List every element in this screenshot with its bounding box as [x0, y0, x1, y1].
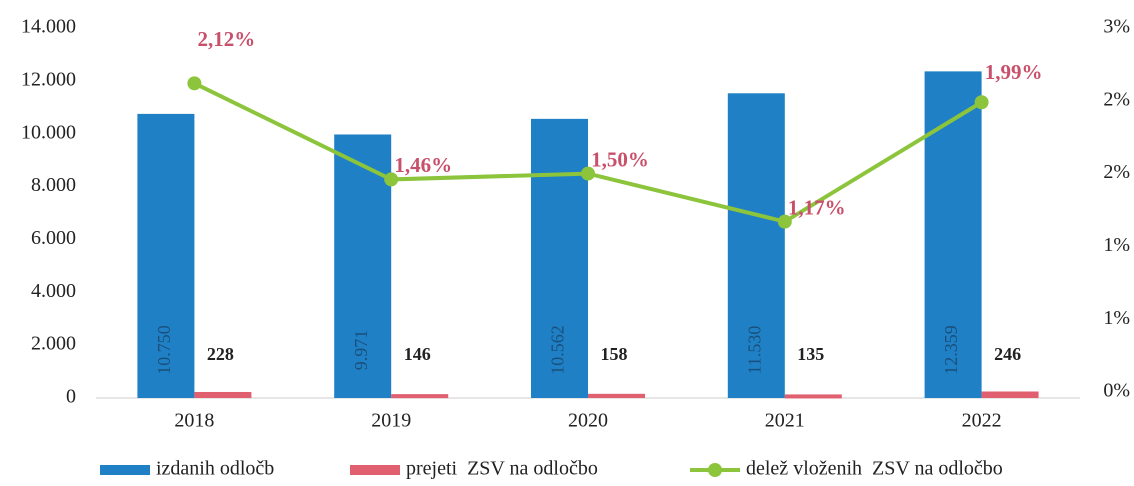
line-point: [974, 95, 989, 110]
legend-swatch: [350, 465, 400, 475]
bar: [588, 393, 645, 398]
legend-swatch: [100, 465, 150, 475]
line-point: [581, 166, 595, 181]
y2-tick-label: 2%: [1103, 161, 1130, 183]
legend-label: delež vloženih ZSV na odločbo: [746, 458, 1003, 480]
y2-tick-label: 1%: [1103, 234, 1130, 256]
x-tick-label: 2022: [962, 410, 1002, 432]
data-label: 10.750: [154, 325, 174, 375]
y2-tick-label: 2%: [1103, 88, 1130, 110]
bar: [194, 391, 252, 398]
y-tick-label: 14.000: [21, 16, 76, 38]
y-tick-label: 2.000: [31, 333, 76, 355]
y-tick-label: 6.000: [31, 227, 76, 249]
data-label: 246: [994, 344, 1021, 364]
y2-tick-label: 0%: [1103, 380, 1130, 402]
data-label: 1,46%: [394, 153, 452, 177]
bar: [391, 394, 449, 399]
data-label: 1,99%: [985, 60, 1043, 84]
data-label: 11.530: [744, 326, 764, 375]
legend-label: izdanih odločb: [156, 458, 274, 480]
line-point: [187, 76, 202, 91]
data-label: 158: [601, 344, 628, 364]
y-tick-label: 8.000: [31, 174, 76, 196]
bar: [334, 134, 392, 398]
line-point: [384, 172, 399, 187]
legend-swatch: [708, 463, 722, 477]
y-tick-label: 0: [66, 386, 76, 408]
data-label: 10.562: [548, 325, 568, 375]
data-label: 228: [207, 344, 234, 364]
x-tick-label: 2020: [568, 410, 608, 432]
x-tick-label: 2021: [765, 410, 805, 432]
data-label: 9.971: [351, 330, 371, 371]
data-label: 1,17%: [788, 195, 846, 219]
y2-tick-label: 1%: [1103, 307, 1130, 329]
bar: [137, 113, 195, 399]
bar: [924, 71, 982, 398]
data-label: 146: [404, 344, 431, 364]
bar: [531, 118, 588, 399]
legend-label: prejeti ZSV na odločbo: [406, 458, 598, 480]
x-tick-label: 2018: [174, 410, 214, 432]
data-label: 12.359: [941, 325, 961, 375]
bar: [981, 391, 1039, 398]
y2-tick-label: 3%: [1103, 16, 1130, 38]
data-label: 2,12%: [198, 27, 256, 51]
bar: [784, 394, 842, 399]
y-tick-label: 12.000: [21, 68, 76, 90]
bar: [727, 93, 785, 399]
line-point: [777, 214, 792, 229]
y-tick-label: 10.000: [21, 121, 76, 143]
x-tick-label: 2019: [371, 410, 411, 432]
y-tick-label: 4.000: [31, 280, 76, 302]
data-label: 135: [797, 344, 824, 364]
data-label: 1,50%: [591, 147, 649, 171]
